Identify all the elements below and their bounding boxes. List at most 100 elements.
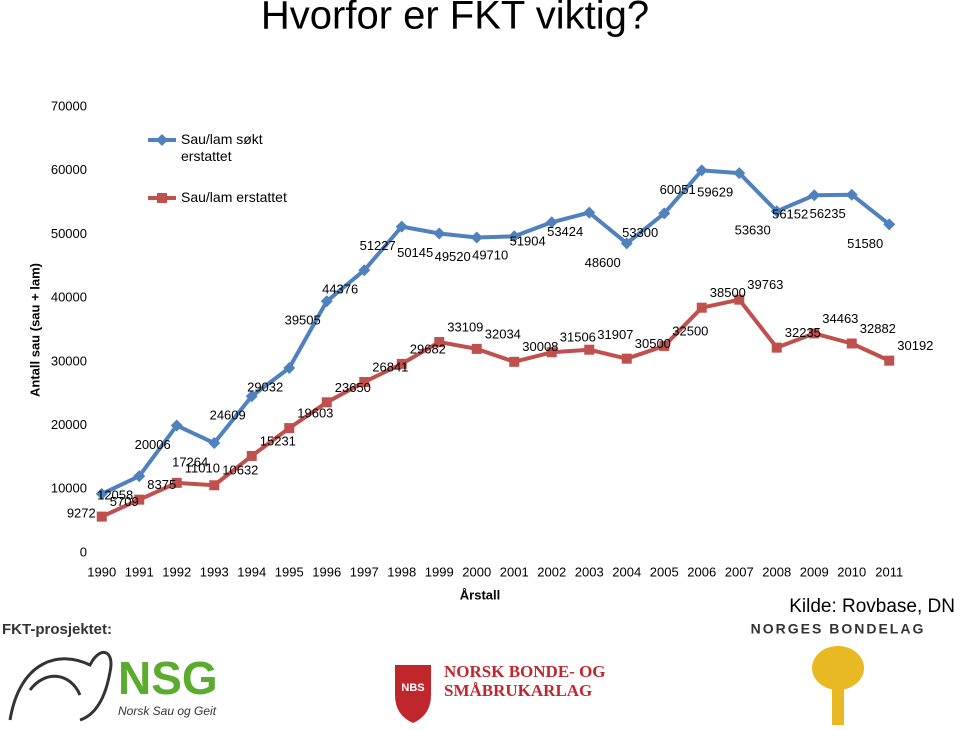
y-tick-label: 60000	[51, 162, 87, 177]
legend-entry: Sau/lam erstattet	[181, 189, 287, 205]
x-tick-label: 2000	[462, 564, 491, 579]
point	[245, 390, 258, 403]
bondelag-logo: NORGES BONDELAG	[751, 621, 926, 637]
point	[770, 205, 783, 218]
point	[358, 264, 371, 277]
data-label: 17264	[172, 454, 208, 469]
data-label: 53630	[735, 223, 771, 238]
x-tick-label: 2005	[650, 564, 679, 579]
data-label: 53300	[622, 225, 658, 240]
data-label: 26841	[372, 359, 408, 374]
point	[546, 347, 557, 358]
data-label: 51227	[360, 238, 396, 253]
point	[283, 362, 296, 375]
data-label: 44376	[322, 282, 358, 297]
y-tick-label: 20000	[51, 417, 87, 432]
point	[395, 220, 408, 233]
data-label: 38500	[710, 285, 746, 300]
chart-title: Hvorfor er FKT viktig?	[261, 0, 649, 38]
point	[209, 480, 220, 491]
data-label: 32500	[672, 323, 708, 338]
data-label: 29032	[247, 379, 283, 394]
data-label: 19603	[297, 406, 333, 421]
point	[809, 328, 820, 339]
data-label: 10632	[222, 463, 258, 478]
data-label: 49710	[472, 248, 508, 263]
data-label: 51904	[510, 234, 546, 249]
wheat-icon	[812, 646, 864, 725]
point	[171, 477, 182, 488]
point	[157, 193, 167, 203]
data-label: 30500	[635, 336, 671, 351]
x-tick-label: 2011	[875, 564, 903, 579]
y-tick-label: 40000	[51, 290, 87, 305]
x-tick-label: 1998	[387, 564, 416, 579]
x-tick-label: 2006	[687, 564, 716, 579]
point	[284, 423, 295, 434]
x-tick-label: 1993	[200, 564, 229, 579]
series-line	[100, 168, 891, 496]
point	[246, 450, 257, 461]
point	[359, 376, 370, 387]
data-label: 20006	[135, 437, 171, 452]
x-tick-label: 1999	[425, 564, 454, 579]
series-line	[100, 297, 891, 519]
data-label: 31907	[597, 327, 633, 342]
point	[321, 397, 332, 408]
nbs-badge: NBS	[395, 665, 431, 723]
x-tick-label: 2009	[800, 564, 829, 579]
point	[133, 470, 146, 483]
x-tick-label: 1990	[87, 564, 116, 579]
point	[156, 134, 168, 146]
point	[545, 216, 558, 229]
point	[771, 342, 782, 353]
source: Kilde: Rovbase, DN	[789, 596, 955, 617]
point	[471, 343, 482, 354]
data-label: 23650	[335, 380, 371, 395]
x-tick-label: 1991	[125, 564, 154, 579]
y-tick-label: 30000	[51, 353, 87, 368]
point	[508, 230, 521, 243]
x-tick-label: 1992	[162, 564, 191, 579]
data-label: 30008	[522, 339, 558, 354]
data-label: 8375	[147, 477, 176, 492]
data-label: 24609	[210, 408, 246, 423]
y-tick-label: 10000	[51, 481, 87, 496]
point	[396, 358, 407, 369]
data-label: 32034	[485, 326, 521, 341]
y-tick-label: 50000	[51, 226, 87, 241]
point	[509, 356, 520, 367]
point	[208, 437, 221, 450]
point	[884, 355, 895, 366]
point	[434, 337, 445, 348]
point	[696, 302, 707, 313]
data-label: 50145	[397, 245, 433, 260]
x-tick-label: 1994	[237, 564, 266, 579]
data-label: 34463	[822, 311, 858, 326]
legend-entry: Sau/lam søkt erstattet	[181, 131, 263, 164]
x-tick-label: 1996	[312, 564, 341, 579]
data-label: 29682	[410, 341, 446, 356]
svg-text:NBS: NBS	[401, 682, 424, 694]
nbs-logo-line1: NORSK BONDE- OG	[444, 662, 606, 681]
nsg-subtitle: Norsk Sau og Geit	[118, 704, 217, 718]
data-label: 32235	[785, 325, 821, 340]
point	[134, 494, 145, 505]
data-label: 9272	[67, 505, 96, 520]
sheep-icon	[8, 651, 113, 722]
point	[846, 338, 857, 349]
point	[883, 218, 896, 231]
nbs-logo-line2: SMÅBRUKARLAG	[444, 681, 592, 700]
point	[733, 167, 746, 180]
y-axis-label: Antall sau (sau + lam)	[27, 263, 42, 397]
x-tick-label: 1997	[350, 564, 379, 579]
point	[584, 344, 595, 355]
point	[734, 294, 745, 305]
data-label: 30192	[897, 338, 933, 353]
data-label: 48600	[585, 255, 621, 270]
data-label: 49520	[435, 249, 471, 264]
data-label: 12058	[97, 488, 133, 503]
data-label: 15231	[260, 433, 296, 448]
x-tick-label: 2008	[762, 564, 791, 579]
